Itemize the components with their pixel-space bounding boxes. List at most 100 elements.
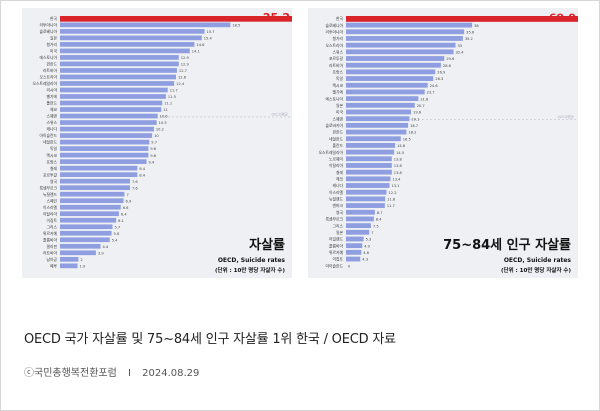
value-label: 8.4	[376, 218, 382, 222]
value-label: 23.7	[427, 91, 435, 95]
value-label: 21.8	[420, 97, 429, 101]
data-bar	[346, 243, 363, 249]
average-label: OECD평균	[557, 114, 574, 119]
data-bar	[60, 256, 79, 262]
data-bar	[60, 211, 119, 217]
category-label: 영국	[50, 179, 57, 184]
value-label: 28.6	[443, 64, 452, 68]
data-bar	[346, 116, 410, 122]
data-bar	[346, 229, 370, 235]
data-bar	[346, 169, 392, 175]
category-label: 네덜란드	[329, 136, 343, 141]
value-label: 6.6	[123, 206, 129, 210]
data-bar	[60, 263, 78, 269]
category-label: 체코	[50, 107, 57, 112]
elderly-suicide-rate-chart: OECD평균 한국 69.9 슬로베니아 38 리투아니아 35.6 헝가리 35.2 오스트리아…	[319, 11, 578, 274]
category-label: 핀란드	[333, 130, 344, 135]
category-label: 핀란드	[47, 62, 58, 67]
value-label: 9.4	[149, 160, 155, 164]
data-bar	[60, 191, 125, 197]
category-label: 스위스	[47, 120, 58, 125]
value-label: 4.4	[103, 245, 109, 249]
category-label: 아일랜드	[329, 237, 343, 242]
category-label: 칠레	[50, 166, 57, 171]
data-bar	[346, 149, 395, 155]
category-label: 에스토니아	[40, 55, 58, 60]
data-bar	[60, 152, 149, 158]
category-label: 스위스	[333, 50, 344, 55]
data-bar	[60, 55, 179, 60]
category-label: 노르웨이	[329, 156, 343, 161]
category-label: 남아공	[47, 257, 58, 262]
value-label: 11.8	[387, 198, 396, 202]
data-bar	[346, 69, 436, 75]
data-bar	[346, 136, 401, 142]
value-label: 6.1	[118, 219, 124, 223]
category-label: 일본	[336, 103, 343, 108]
data-bar	[60, 146, 149, 151]
meta-separator: I	[128, 368, 131, 379]
data-bar	[346, 156, 392, 162]
highlight-value-label: 25.2	[263, 11, 290, 24]
category-label: 한국	[50, 16, 57, 21]
value-label: 14.6	[196, 43, 205, 47]
data-bar	[346, 163, 392, 168]
value-label: 18.7	[410, 124, 418, 128]
category-label: 룩셈부르크	[326, 217, 344, 222]
value-label: 8.4	[139, 173, 145, 177]
value-label: 18.5	[232, 23, 240, 27]
data-bar	[346, 62, 441, 68]
value-label: 35.2	[465, 37, 473, 41]
value-label: 19.1	[411, 117, 419, 121]
category-label: 필리핀	[47, 244, 58, 249]
data-bar	[60, 48, 190, 54]
category-label: 라트비아	[329, 63, 343, 68]
suicide-rate-chart: OECD평균 한국 25.2 리투아니아 18.5 슬로베니아 15.7 일본 15.4 헝가리 1…	[33, 11, 292, 274]
data-bar	[346, 89, 425, 95]
highlight-value-label: 69.9	[549, 11, 576, 24]
value-label: 10.2	[156, 128, 164, 132]
value-label: 24.6	[430, 84, 439, 88]
value-label: 5.7	[114, 225, 120, 229]
data-bar	[60, 74, 176, 80]
data-bar	[346, 102, 415, 108]
article-caption: OECD 국가 자살률 및 75~84세 인구 자살률 1위 한국 / OECD…	[24, 332, 396, 347]
category-label: 그리스	[333, 223, 344, 228]
data-bar	[346, 96, 419, 102]
category-label: 뉴질랜드	[329, 197, 343, 202]
value-label: 3.9	[98, 251, 104, 255]
data-bar	[346, 203, 385, 208]
value-label: 12.6	[178, 76, 187, 80]
value-label: 11.1	[164, 102, 172, 106]
value-label: 32.4	[456, 51, 465, 55]
category-label: 캐나다	[333, 183, 344, 188]
data-bar	[60, 68, 177, 73]
category-label: 리시아	[47, 88, 58, 93]
category-label: 헝가리	[47, 42, 57, 47]
value-label: 15.4	[204, 37, 213, 41]
value-label: 38	[474, 24, 479, 28]
category-label: 프랑스	[333, 70, 344, 75]
category-label: 아이슬란드	[326, 263, 344, 268]
data-bar	[346, 216, 374, 222]
data-bar	[346, 109, 412, 115]
value-label: 10	[154, 134, 159, 138]
category-label: 스웨덴	[333, 116, 344, 121]
category-label: 이탈리아	[329, 163, 343, 168]
category-label: 슬로바키아	[326, 123, 344, 128]
category-label: 체코	[336, 177, 343, 182]
data-bar	[346, 196, 386, 202]
value-label: 10.5	[159, 121, 167, 125]
data-bar	[60, 165, 138, 171]
value-label: 16.5	[403, 137, 411, 141]
data-bar	[346, 122, 409, 128]
value-label: 7	[126, 193, 128, 197]
data-bar	[60, 42, 195, 47]
value-label: 14.1	[192, 50, 200, 54]
data-bar	[60, 35, 202, 41]
category-label: 아이슬란드	[40, 133, 58, 138]
value-label: 2	[80, 258, 82, 262]
data-bar	[60, 29, 205, 34]
value-label: 7.6	[132, 180, 138, 184]
data-bar	[346, 22, 473, 28]
